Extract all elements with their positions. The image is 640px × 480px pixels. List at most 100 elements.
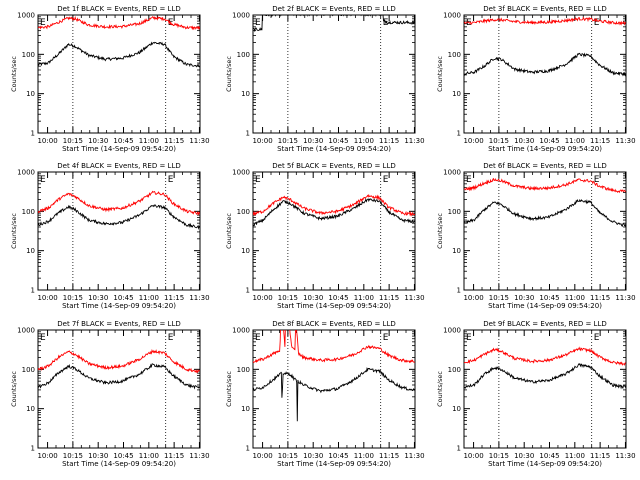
- chart-panel-6: Det 6f BLACK = Events, RED = LLD 1 10 100 10…: [436, 162, 636, 310]
- chart-title: Det 3f BLACK = Events, RED = LLD: [483, 5, 606, 13]
- chart-title: Det 4f BLACK = Events, RED = LLD: [57, 162, 180, 170]
- chart-title: Det 9f BLACK = Events, RED = LLD: [483, 320, 606, 328]
- x-tick-label: 11:30: [189, 137, 209, 145]
- y-tick-label: 10: [452, 247, 461, 255]
- y-tick-label: 10: [241, 405, 250, 413]
- series-line-lld: [464, 16, 626, 26]
- x-tick-label: 10:45: [113, 452, 133, 460]
- y-tick-label: 100: [448, 208, 461, 216]
- plot-frame: [463, 14, 627, 134]
- chart-panel-8: Det 8f BLACK = Events, RED = LLD 1 10 100 10…: [225, 320, 425, 468]
- plot-frame: [252, 171, 416, 291]
- x-tick-label: 10:15: [63, 452, 83, 460]
- y-tick-label: 100: [448, 51, 461, 59]
- x-axis-label: Start Time (14-Sep-09 09:54:20): [277, 460, 391, 468]
- y-tick-label: 1: [457, 130, 461, 138]
- series-line-events: [253, 197, 415, 227]
- x-tick-label: 11:00: [565, 294, 585, 302]
- x-tick-label: 10:30: [303, 452, 323, 460]
- series-line-lld: [253, 193, 415, 217]
- x-tick-label: 10:30: [303, 137, 323, 145]
- x-axis-label: Start Time (14-Sep-09 09:54:20): [62, 460, 176, 468]
- y-tick-label: 1000: [443, 327, 461, 335]
- x-tick-label: 10:30: [514, 137, 534, 145]
- series-line-events: [464, 198, 626, 228]
- event-marker-glyph: E: [383, 175, 389, 185]
- x-tick-label: 10:45: [328, 137, 348, 145]
- y-tick-label: 1000: [232, 12, 250, 20]
- x-tick-label: 10:15: [63, 137, 83, 145]
- event-marker-glyph: E: [40, 18, 46, 28]
- y-axis-label: Counts/sec: [436, 213, 444, 249]
- series-line-events: [253, 15, 415, 33]
- plot-frame: [252, 14, 416, 134]
- y-axis-label: Counts/sec: [225, 371, 233, 407]
- y-tick-label: 1: [246, 445, 250, 453]
- event-marker-glyph: E: [40, 333, 46, 343]
- x-axis-label: Start Time (14-Sep-09 09:54:20): [488, 145, 602, 153]
- y-axis-label: Counts/sec: [436, 371, 444, 407]
- chart-title: Det 1f BLACK = Events, RED = LLD: [57, 5, 180, 13]
- y-tick-label: 100: [448, 366, 461, 374]
- y-tick-label: 1: [457, 445, 461, 453]
- x-tick-label: 10:00: [37, 452, 57, 460]
- y-tick-label: 1000: [17, 12, 35, 20]
- y-tick-label: 1: [31, 287, 35, 295]
- x-tick-label: 11:00: [354, 137, 374, 145]
- event-marker-glyph: E: [255, 333, 261, 343]
- y-tick-label: 10: [26, 90, 35, 98]
- event-marker-glyph: E: [168, 333, 174, 343]
- event-marker-glyph: E: [255, 18, 261, 28]
- plot-frame: [37, 171, 201, 291]
- x-tick-label: 11:00: [565, 452, 585, 460]
- chart-panel-7: Det 7f BLACK = Events, RED = LLD 1 10 100 10…: [10, 320, 210, 468]
- x-tick-label: 10:45: [328, 294, 348, 302]
- x-tick-label: 11:15: [590, 452, 610, 460]
- y-tick-label: 1000: [443, 169, 461, 177]
- x-tick-label: 10:30: [303, 294, 323, 302]
- x-tick-label: 11:00: [139, 294, 159, 302]
- event-marker-glyph: E: [466, 175, 472, 185]
- y-axis-label: Counts/sec: [10, 371, 18, 407]
- event-marker-glyph: E: [594, 333, 600, 343]
- x-axis-label: Start Time (14-Sep-09 09:54:20): [62, 302, 176, 310]
- x-axis-label: Start Time (14-Sep-09 09:54:20): [488, 302, 602, 310]
- y-tick-label: 10: [26, 405, 35, 413]
- x-tick-label: 11:15: [164, 452, 184, 460]
- x-tick-label: 10:45: [539, 137, 559, 145]
- y-tick-label: 10: [241, 90, 250, 98]
- chart-panel-3: Det 3f BLACK = Events, RED = LLD 1 10 100 10…: [436, 5, 636, 153]
- event-marker-glyph: E: [466, 333, 472, 343]
- series-line-lld: [464, 177, 626, 194]
- series-line-lld: [38, 190, 200, 216]
- event-marker-glyph: E: [594, 175, 600, 185]
- x-tick-label: 11:15: [164, 137, 184, 145]
- chart-panel-9: Det 9f BLACK = Events, RED = LLD 1 10 100 10…: [436, 320, 636, 468]
- x-tick-label: 10:00: [37, 294, 57, 302]
- event-marker-glyph: E: [255, 175, 261, 185]
- x-tick-label: 11:30: [615, 294, 635, 302]
- x-tick-label: 11:30: [189, 294, 209, 302]
- x-tick-label: 11:15: [590, 294, 610, 302]
- x-tick-label: 10:15: [489, 137, 509, 145]
- chart-title: Det 6f BLACK = Events, RED = LLD: [483, 162, 606, 170]
- y-tick-label: 10: [241, 247, 250, 255]
- y-tick-label: 100: [237, 366, 250, 374]
- x-axis-label: Start Time (14-Sep-09 09:54:20): [277, 145, 391, 153]
- y-axis-label: Counts/sec: [225, 56, 233, 92]
- chart-title: Det 2f BLACK = Events, RED = LLD: [272, 5, 395, 13]
- x-tick-label: 10:15: [278, 137, 298, 145]
- x-tick-label: 11:30: [404, 452, 424, 460]
- series-line-events: [253, 366, 415, 422]
- x-tick-label: 10:30: [88, 294, 108, 302]
- y-tick-label: 100: [22, 51, 35, 59]
- y-axis-label: Counts/sec: [10, 56, 18, 92]
- y-tick-label: 100: [22, 208, 35, 216]
- series-line-events: [38, 363, 200, 390]
- x-tick-label: 11:30: [615, 137, 635, 145]
- x-tick-label: 10:15: [278, 452, 298, 460]
- x-tick-label: 10:45: [113, 137, 133, 145]
- x-tick-label: 10:30: [514, 294, 534, 302]
- x-tick-label: 10:15: [63, 294, 83, 302]
- x-tick-label: 11:00: [354, 452, 374, 460]
